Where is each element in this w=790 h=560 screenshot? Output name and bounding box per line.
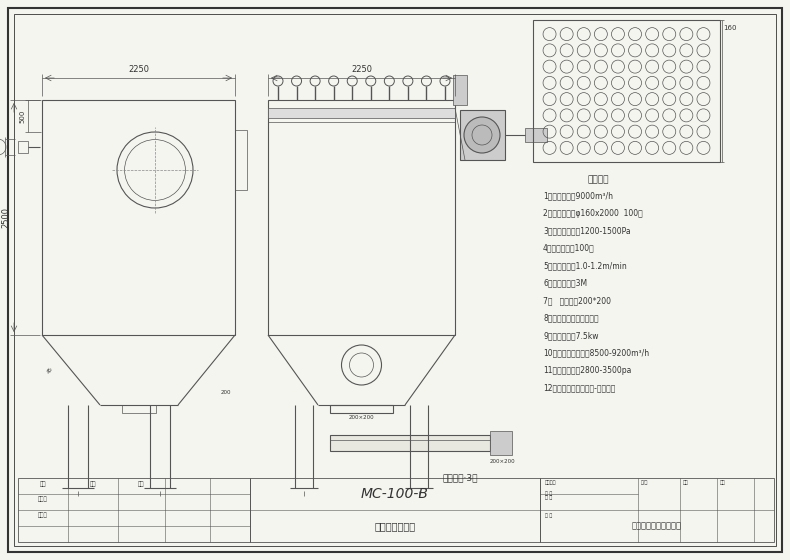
Text: 自光磊: 自光磊 [38, 496, 48, 502]
Text: 自光磊: 自光磊 [38, 512, 48, 517]
Bar [460, 110, 505, 160]
Text: 2。滤袋规格：φ160x2000  100条: 2。滤袋规格：φ160x2000 100条 [543, 208, 643, 217]
Text: 制 图: 制 图 [545, 514, 552, 519]
Text: 7。   卸料口：200*200: 7。 卸料口：200*200 [543, 296, 611, 305]
Text: 技术参数: 技术参数 [587, 175, 609, 184]
Text: 螺旋输送·3米: 螺旋输送·3米 [442, 473, 478, 482]
Text: 11。风机风压：2800-3500pa: 11。风机风压：2800-3500pa [543, 366, 631, 375]
Text: 河北泼隆环保有限公司: 河北泼隆环保有限公司 [632, 521, 682, 530]
Text: 5。过滤风速：1.0-1.2m/min: 5。过滤风速：1.0-1.2m/min [543, 261, 626, 270]
Bar [235, 130, 247, 190]
Circle shape [464, 117, 500, 153]
Text: 脉冲衤式除尘器: 脉冲衤式除尘器 [374, 521, 416, 531]
Text: 1。处理风量：9000m³/h: 1。处理风量：9000m³/h [543, 191, 613, 200]
Bar [18, 141, 28, 153]
Text: 8。布袋材质：涜纶采刷绖: 8。布袋材质：涜纶采刷绖 [543, 314, 599, 323]
Text: 审批标记: 审批标记 [545, 480, 556, 485]
Bar [122, 405, 156, 413]
Bar [18, 478, 250, 542]
Text: 160: 160 [723, 25, 736, 31]
Text: 批/号: 批/号 [641, 480, 649, 485]
Bar [540, 478, 774, 542]
Text: 6。螺旋输送：3M: 6。螺旋输送：3M [543, 278, 587, 287]
Text: 日期: 日期 [137, 481, 145, 487]
Bar [250, 478, 540, 542]
Circle shape [403, 76, 413, 86]
Circle shape [384, 76, 394, 86]
Text: 200: 200 [220, 390, 231, 395]
Bar [490, 431, 512, 455]
Text: 4。过滤面积：100㎡: 4。过滤面积：100㎡ [543, 244, 595, 253]
Text: 设 计: 设 计 [545, 496, 552, 501]
Text: 2250: 2250 [128, 65, 149, 74]
Bar [42, 100, 235, 335]
Circle shape [366, 76, 376, 86]
Text: 更改: 更改 [90, 481, 96, 487]
Circle shape [273, 76, 283, 86]
Bar [533, 20, 720, 162]
Bar [268, 100, 455, 335]
Bar [330, 435, 490, 451]
Text: 12。卸尘方式：卸料器-螺旋输送: 12。卸尘方式：卸料器-螺旋输送 [543, 384, 615, 393]
Text: 比例: 比例 [720, 480, 726, 485]
Text: 3。除尘阴压力：1200-1500Pa: 3。除尘阴压力：1200-1500Pa [543, 226, 630, 235]
Circle shape [421, 76, 431, 86]
Bar [330, 405, 393, 413]
Text: 重量: 重量 [683, 480, 689, 485]
Text: 2250: 2250 [351, 65, 372, 74]
Bar [453, 75, 467, 105]
Text: 45: 45 [46, 366, 54, 374]
Text: 10。风机处理风量：8500-9200m³/h: 10。风机处理风量：8500-9200m³/h [543, 348, 649, 357]
Text: 200×200: 200×200 [348, 415, 374, 420]
Circle shape [440, 76, 450, 86]
Text: MC-100-B: MC-100-B [361, 487, 429, 501]
Circle shape [310, 76, 320, 86]
Text: 9。风机型号：7.5kw: 9。风机型号：7.5kw [543, 331, 599, 340]
Circle shape [348, 76, 357, 86]
Circle shape [329, 76, 339, 86]
Text: 版次: 版次 [40, 481, 47, 487]
Bar [268, 108, 455, 118]
Circle shape [292, 76, 302, 86]
Text: 2500: 2500 [1, 207, 10, 228]
Text: 500: 500 [19, 109, 25, 123]
Bar [525, 128, 547, 142]
Text: 审 批: 审 批 [545, 492, 552, 497]
Text: 200×200: 200×200 [489, 459, 515, 464]
